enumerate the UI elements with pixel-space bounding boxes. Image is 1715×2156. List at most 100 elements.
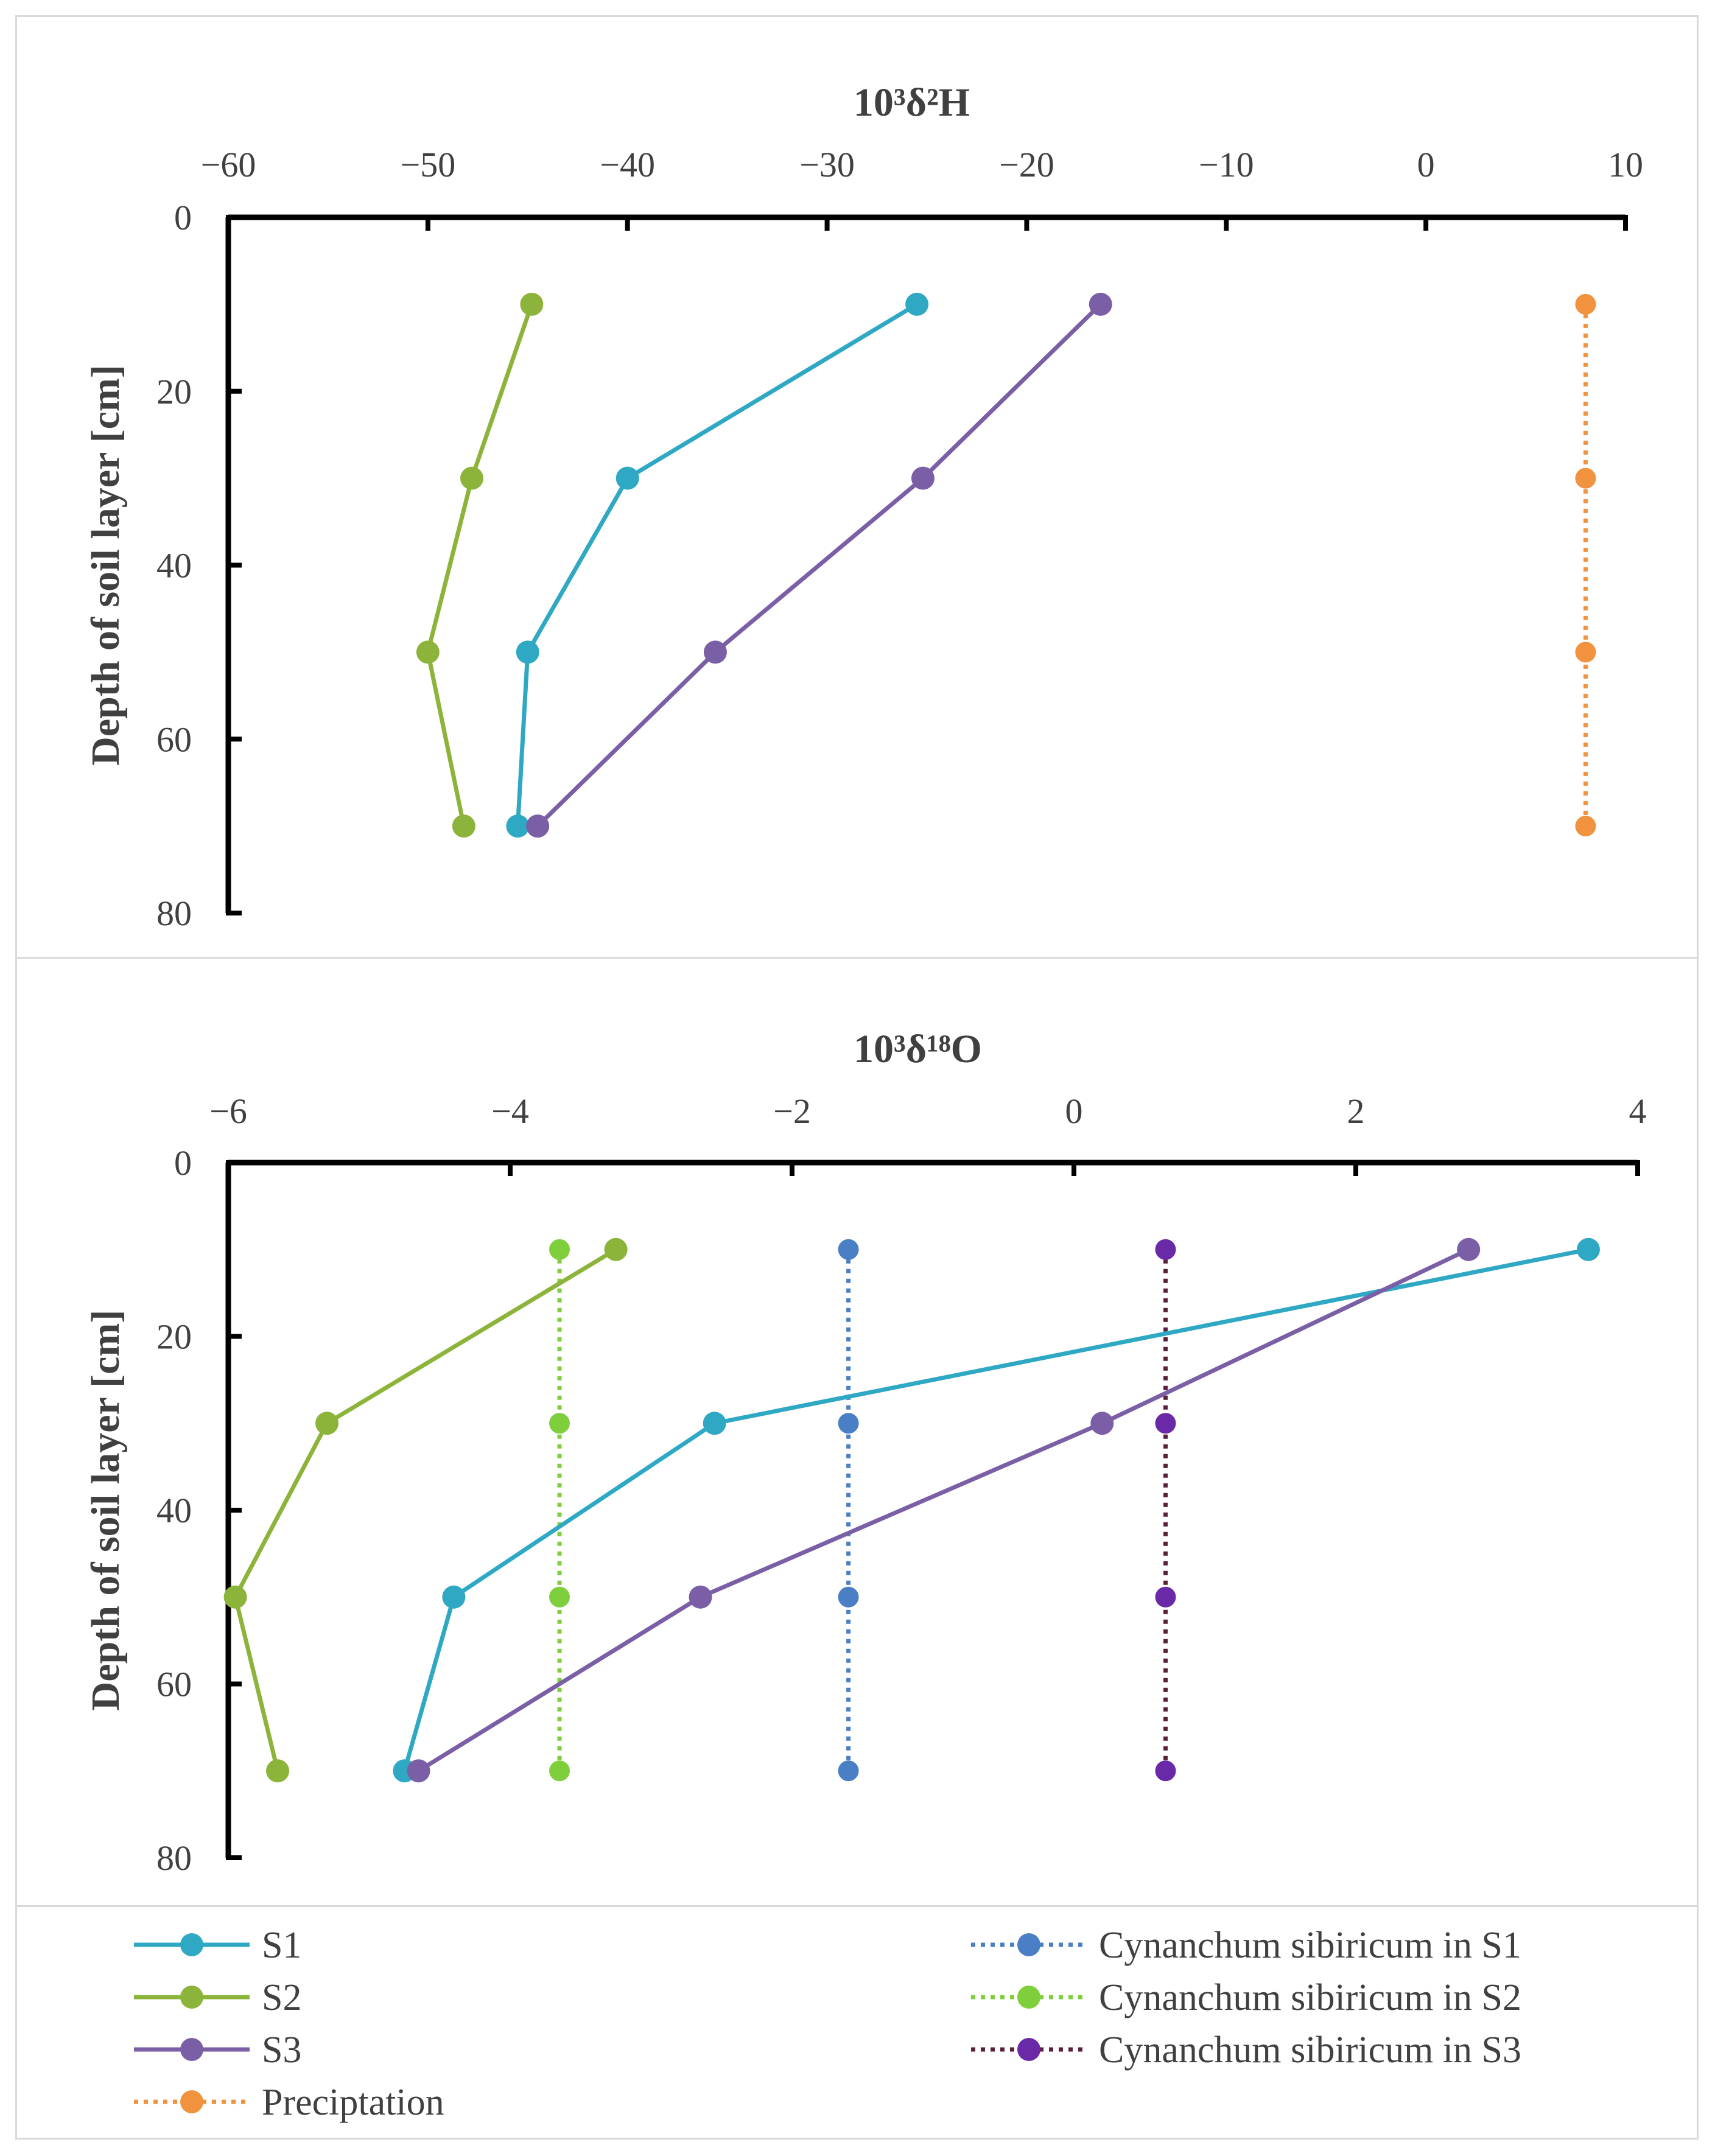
- data-point: [1155, 1586, 1176, 1608]
- legend-swatch-marker: [180, 2038, 203, 2061]
- x-tick-label: −6: [209, 1091, 247, 1131]
- data-point: [315, 1412, 339, 1435]
- data-point: [838, 1239, 859, 1260]
- legend-label: Cynanchum sibiricum in S1: [1099, 1925, 1521, 1966]
- series-line-s1: [515, 302, 918, 827]
- legend-label: Cynanchum sibiricum in S2: [1099, 1977, 1521, 2018]
- x-tick-label: −50: [400, 145, 455, 184]
- x-tick-label: 10: [1608, 145, 1643, 184]
- legend-label: S2: [262, 1977, 301, 2018]
- data-point: [520, 292, 544, 316]
- series-s2: [416, 292, 544, 838]
- data-point: [703, 640, 727, 664]
- legend-item-preciptation: Preciptation: [134, 2082, 444, 2123]
- series-line-s3: [536, 303, 1103, 828]
- data-point: [549, 1760, 570, 1782]
- x-tick-label: 0: [1065, 1091, 1083, 1131]
- data-point: [416, 640, 440, 664]
- data-point: [1575, 642, 1596, 663]
- series-line-s1: [402, 1247, 1589, 1772]
- y-tick-label: 0: [174, 198, 192, 237]
- data-point: [1155, 1239, 1176, 1260]
- legend-swatch-marker: [1017, 2038, 1040, 2061]
- y-axis-label: Depth of soil layer [cm]: [83, 1310, 128, 1711]
- data-point: [1457, 1237, 1481, 1261]
- data-point: [838, 1760, 859, 1782]
- legend-item-cynanchum-sibiricum-in-s3: Cynanchum sibiricum in S3: [971, 2029, 1521, 2071]
- series-s3: [407, 1237, 1481, 1783]
- legend-label: S3: [262, 2029, 301, 2071]
- legend-item-cynanchum-sibiricum-in-s1: Cynanchum sibiricum in S1: [971, 1925, 1521, 1966]
- data-point: [442, 1585, 466, 1609]
- legend-label: S1: [262, 1925, 301, 1966]
- y-tick-label: 60: [156, 1665, 192, 1704]
- data-point: [1575, 816, 1596, 837]
- series-line-s2: [233, 1247, 617, 1772]
- data-point: [616, 466, 639, 490]
- x-tick-label: −60: [201, 145, 256, 184]
- data-point: [549, 1413, 570, 1434]
- data-point: [703, 1412, 726, 1435]
- chart-title: 10³δ¹⁸O: [854, 1027, 982, 1071]
- legend-swatch-marker: [180, 2090, 203, 2113]
- legend-swatch-marker: [1017, 1933, 1040, 1956]
- legend: S1 S2 S3 Preciptation Cynanchum sibiricum in…: [134, 1925, 1521, 2123]
- x-tick-label: −40: [600, 145, 655, 184]
- series-cynanchum-sibiricum-in-s3: [1155, 1239, 1176, 1782]
- data-point: [1575, 293, 1596, 315]
- series-preciptation: [1575, 293, 1596, 837]
- y-tick-label: 40: [156, 546, 192, 586]
- x-tick-label: 2: [1347, 1091, 1365, 1131]
- data-point: [1576, 1237, 1600, 1261]
- figure-frame: [15, 15, 1699, 2140]
- y-tick-label: 60: [156, 719, 192, 759]
- data-point: [1575, 467, 1596, 489]
- data-point: [407, 1759, 430, 1783]
- series-cynanchum-sibiricum-in-s1: [838, 1239, 859, 1782]
- x-tick-label: −30: [799, 145, 855, 184]
- data-point: [526, 814, 550, 838]
- y-axis-label: Depth of soil layer [cm]: [83, 365, 128, 766]
- x-tick-label: −2: [773, 1091, 811, 1131]
- data-point: [838, 1586, 859, 1608]
- legend-item-s3: S3: [134, 2029, 301, 2071]
- data-point: [460, 466, 483, 490]
- y-tick-label: 80: [156, 1838, 192, 1878]
- data-point: [689, 1585, 712, 1609]
- data-point: [1155, 1413, 1176, 1434]
- series-s3: [526, 292, 1112, 838]
- y-tick-label: 20: [156, 1317, 192, 1357]
- x-tick-label: 0: [1417, 145, 1435, 184]
- series-s1: [393, 1237, 1600, 1783]
- y-tick-label: 20: [156, 372, 192, 411]
- legend-item-s1: S1: [134, 1925, 301, 1966]
- data-point: [549, 1586, 570, 1608]
- legend-separator: [15, 1905, 1699, 1907]
- series-s1: [506, 292, 929, 838]
- data-point: [516, 640, 539, 664]
- legend-item-cynanchum-sibiricum-in-s2: Cynanchum sibiricum in S2: [971, 1977, 1521, 2018]
- data-point: [506, 814, 530, 838]
- series-s2: [223, 1237, 628, 1783]
- legend-label: Cynanchum sibiricum in S3: [1099, 2029, 1521, 2071]
- data-point: [452, 814, 475, 838]
- data-point: [604, 1237, 628, 1261]
- series-line-s3: [417, 1247, 1470, 1773]
- y-tick-label: 80: [156, 894, 192, 933]
- chart-delta-2h: −60 −50 −40 −30 −20 −10 0 10 0 20 40 60 80 10³δ²H Dept…: [83, 80, 1643, 933]
- data-point: [911, 466, 935, 490]
- y-tick-label: 40: [156, 1491, 192, 1530]
- data-point: [1089, 292, 1112, 316]
- data-point: [1155, 1760, 1176, 1782]
- x-tick-label: −4: [491, 1091, 529, 1131]
- panel-separator: [15, 957, 1699, 959]
- data-point: [1090, 1412, 1114, 1435]
- data-point: [838, 1413, 859, 1434]
- legend-swatch-marker: [180, 1986, 203, 2009]
- data-point: [549, 1239, 570, 1260]
- chart-title: 10³δ²H: [854, 80, 970, 125]
- x-tick-label: −20: [999, 145, 1054, 184]
- data-point: [266, 1759, 290, 1783]
